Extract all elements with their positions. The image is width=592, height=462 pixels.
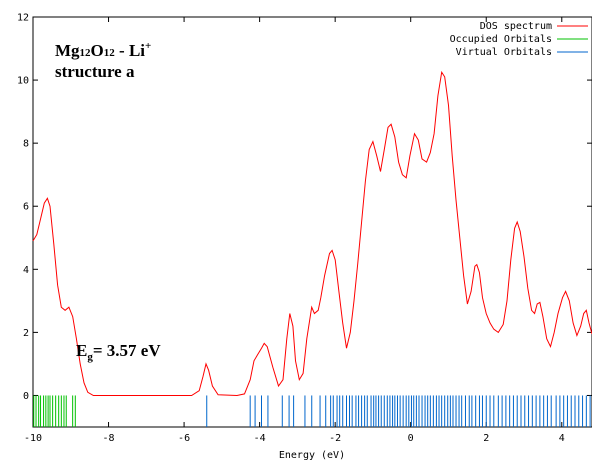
y-tick-label: 2 [23, 328, 29, 339]
y-tick-label: 8 [23, 139, 29, 150]
y-tick-label: 6 [23, 202, 29, 213]
band-gap-annotation: Eg= 3.57 eV [76, 341, 161, 363]
x-tick-label: -10 [24, 433, 42, 444]
structure-annotation: structure a [55, 62, 135, 81]
legend-label-dos: DOS spectrum [480, 21, 552, 32]
dos-spectrum-line [32, 70, 592, 397]
x-axis: -10 -8 -6 -4 -2 0 2 4 [24, 17, 565, 444]
virtual-orbitals-sticks [206, 395, 591, 427]
x-tick-label: -6 [178, 433, 190, 444]
occupied-orbitals-sticks [33, 395, 76, 427]
x-tick-label: -4 [254, 433, 266, 444]
x-axis-label: Energy (eV) [279, 450, 345, 461]
y-tick-label: 4 [23, 265, 29, 276]
x-tick-label: -8 [103, 433, 115, 444]
legend: DOS spectrum Occupied Orbitals Virtual O… [450, 21, 588, 58]
x-tick-label: 4 [559, 433, 565, 444]
y-tick-label: 0 [23, 391, 29, 402]
x-tick-label: -2 [329, 433, 341, 444]
x-tick-label: 0 [408, 433, 414, 444]
x-tick-label: 2 [483, 433, 489, 444]
plot-frame [32, 16, 592, 428]
legend-label-occupied: Occupied Orbitals [450, 34, 552, 45]
legend-label-virtual: Virtual Orbitals [456, 47, 552, 58]
y-tick-label: 10 [17, 76, 29, 87]
y-tick-label: 12 [17, 13, 29, 24]
formula-annotation: Mg12O12 - Li+ [55, 40, 151, 60]
